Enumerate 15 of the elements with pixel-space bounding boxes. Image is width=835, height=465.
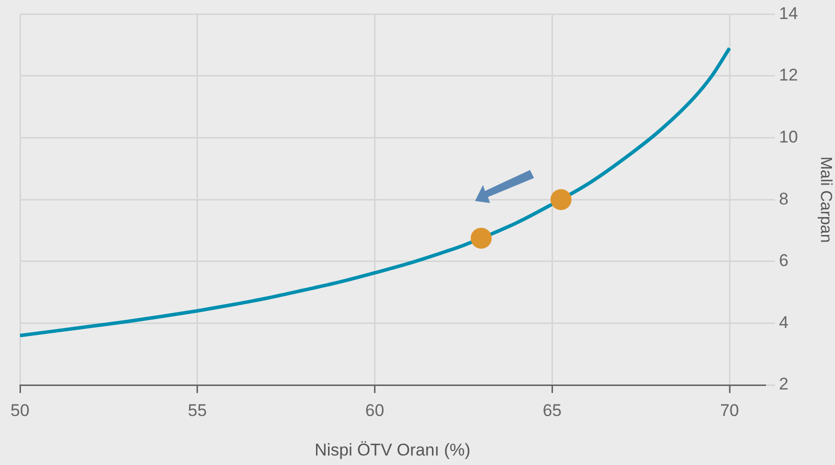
- y-tick-label: 12: [779, 66, 798, 85]
- y-tick-label: 4: [779, 312, 788, 332]
- y-tick-label: 2: [779, 374, 788, 394]
- y-tick-label: 14: [779, 4, 798, 23]
- x-tick-label: 50: [10, 400, 30, 420]
- y-axis-title: Mali Carpan: [816, 156, 834, 243]
- x-tick-label: 70: [720, 400, 739, 420]
- line-series: [20, 46, 732, 338]
- y-tick-label: 6: [779, 251, 788, 270]
- x-tick-label: 55: [188, 400, 207, 420]
- x-tick-label: 60: [365, 400, 384, 420]
- x-tick-label: 65: [542, 400, 562, 420]
- y-tick-label: 10: [779, 127, 798, 146]
- y-tick-label: 8: [779, 189, 788, 208]
- x-axis-title: Nispi ÖTV Oranı (%): [314, 440, 470, 460]
